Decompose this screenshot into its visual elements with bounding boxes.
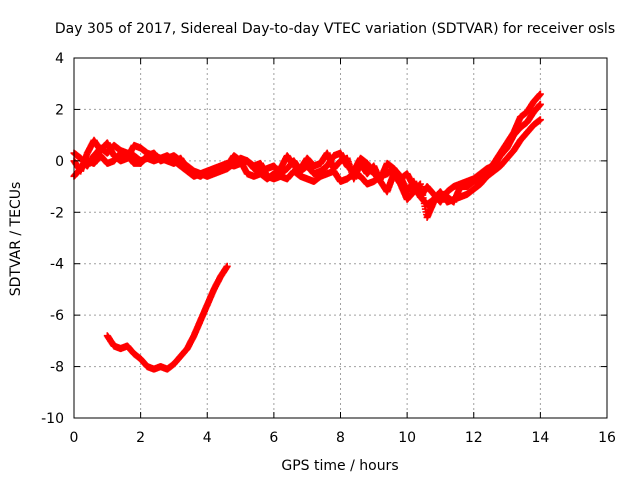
data-point xyxy=(536,100,544,108)
data-point xyxy=(463,178,477,191)
data-point xyxy=(403,188,417,203)
data-point xyxy=(390,170,404,187)
y-tick-label: -2 xyxy=(50,205,64,221)
data-point xyxy=(510,137,524,155)
x-tick-label: 8 xyxy=(336,430,345,446)
y-tick-label: -4 xyxy=(50,257,64,273)
data-point xyxy=(163,360,177,373)
series-arc-d xyxy=(103,262,231,373)
data-point xyxy=(230,152,244,164)
data-point xyxy=(476,173,490,188)
data-point xyxy=(510,114,524,137)
data-point xyxy=(470,180,484,193)
y-axis-label: SDTVAR / TECUs xyxy=(8,182,24,297)
data-point xyxy=(317,162,331,175)
data-point xyxy=(516,129,530,144)
data-point xyxy=(137,152,151,167)
data-point xyxy=(490,162,504,175)
data-point xyxy=(263,170,277,183)
data-point xyxy=(530,91,544,106)
data-point xyxy=(123,152,137,167)
data-point xyxy=(503,129,517,147)
data-point xyxy=(450,184,464,206)
data-point xyxy=(197,302,211,324)
tick-labels: 0 2 4 6 8 10 12 14 16 -10 -8 -6 -4 -2 0 2 4 xyxy=(41,51,616,446)
data-point xyxy=(490,150,504,167)
data-point xyxy=(503,147,517,162)
data-point xyxy=(237,157,251,177)
data-point xyxy=(290,167,304,180)
data-point xyxy=(177,345,191,360)
data-point xyxy=(170,353,184,368)
x-tick-label: 4 xyxy=(203,430,212,446)
y-tick-label: 0 xyxy=(55,154,64,170)
data-point xyxy=(523,122,537,137)
y-tick-label: -8 xyxy=(50,360,64,376)
x-tick-label: 10 xyxy=(398,430,416,446)
data-point xyxy=(103,332,117,349)
chart-title: Day 305 of 2017, Sidereal Day-to-day VTE… xyxy=(55,21,615,37)
x-tick-label: 16 xyxy=(598,430,616,446)
data-point xyxy=(516,108,530,121)
data-point xyxy=(483,160,497,175)
plot-border xyxy=(73,57,608,419)
data-point xyxy=(123,342,137,357)
data-point xyxy=(423,199,437,221)
data-point xyxy=(137,355,151,370)
data-point xyxy=(523,99,537,116)
data-point xyxy=(496,155,510,170)
data-point xyxy=(536,90,544,98)
x-tick-label: 0 xyxy=(70,430,79,446)
x-tick-label: 12 xyxy=(465,430,483,446)
data-points xyxy=(70,90,544,373)
data-point xyxy=(530,116,544,129)
data-point xyxy=(223,262,231,270)
data-point xyxy=(523,109,537,126)
y-tick-label: 2 xyxy=(55,102,64,118)
x-tick-label: 2 xyxy=(136,430,145,446)
data-point xyxy=(483,168,497,180)
data-point xyxy=(110,141,124,154)
data-point xyxy=(423,183,437,198)
data-point xyxy=(190,318,204,340)
x-tick-label: 6 xyxy=(269,430,278,446)
data-point xyxy=(370,162,384,184)
x-axis-label: GPS time / hours xyxy=(281,458,398,474)
data-point xyxy=(130,350,144,362)
data-point xyxy=(177,157,191,170)
series-arc-c xyxy=(70,90,544,221)
data-point xyxy=(463,186,477,198)
data-point xyxy=(203,287,217,309)
data-point xyxy=(283,152,297,169)
data-point xyxy=(330,158,344,173)
data-point xyxy=(496,140,510,157)
data-point xyxy=(536,116,544,124)
data-point xyxy=(217,263,231,281)
plot-frame xyxy=(73,57,608,419)
data-point xyxy=(210,274,224,293)
data-point xyxy=(403,170,417,189)
data-point xyxy=(476,168,490,183)
data-point xyxy=(170,152,184,164)
data-point xyxy=(530,101,544,116)
y-tick-label: -6 xyxy=(50,308,64,324)
data-point xyxy=(183,333,197,353)
data-point xyxy=(170,157,184,170)
y-tick-label: -10 xyxy=(41,411,64,427)
x-tick-label: 14 xyxy=(531,430,549,446)
y-tick-label: 4 xyxy=(55,51,64,67)
